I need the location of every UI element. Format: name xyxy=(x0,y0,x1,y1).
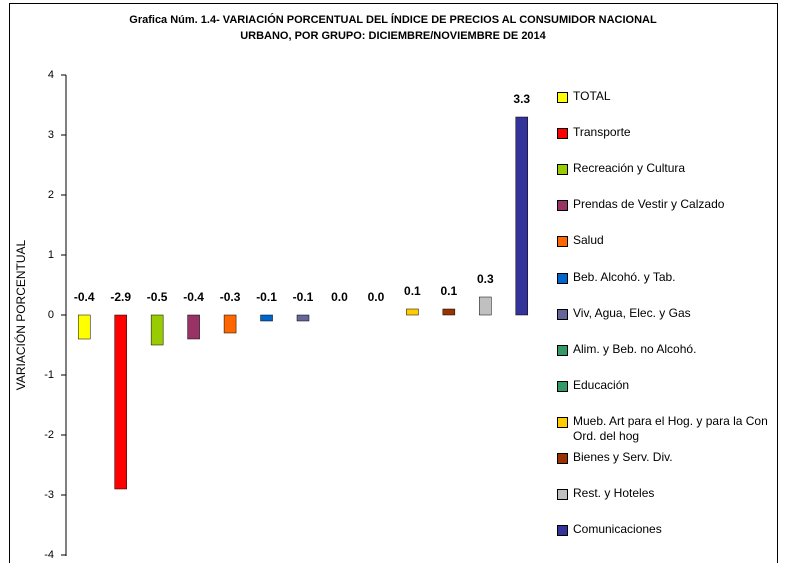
legend-item: Comunicaciones xyxy=(557,522,789,537)
legend-item: Alim. y Beb. no Alcohó. xyxy=(557,342,789,357)
legend-item: Viv, Agua, Elec. y Gas xyxy=(557,306,789,321)
bar xyxy=(114,314,127,490)
value-label: 0.1 xyxy=(441,284,458,298)
legend-swatch xyxy=(557,525,568,537)
y-tick-label: -2 xyxy=(44,429,54,441)
value-label: 0.0 xyxy=(368,290,385,304)
value-label: 3.3 xyxy=(513,92,530,106)
y-axis-label: VARIACIÓN PORCENTUAL xyxy=(13,239,28,390)
legend-item: Bienes y Serv. Div. xyxy=(557,450,789,465)
bar xyxy=(442,308,456,316)
legend-item: Transporte xyxy=(557,125,789,140)
legend-item: Educación xyxy=(557,378,789,393)
legend-item: Beb. Alcohó. y Tab. xyxy=(557,270,789,285)
bar xyxy=(260,314,273,322)
y-tick-label: -3 xyxy=(44,489,54,501)
bar xyxy=(296,314,310,322)
legend-item: Prendas de Vestir y Calzado xyxy=(557,197,789,212)
legend-label: Comunicaciones xyxy=(573,522,662,537)
legend-swatch xyxy=(557,489,568,501)
bar xyxy=(150,314,164,346)
value-label: 0.0 xyxy=(331,290,348,304)
legend-label: Prendas de Vestir y Calzado xyxy=(573,197,725,212)
y-tick-label: -4 xyxy=(44,549,54,561)
value-label: -0.4 xyxy=(74,290,95,304)
y-tick-label: 4 xyxy=(48,69,54,81)
legend-label: Recreación y Cultura xyxy=(573,161,686,176)
legend-swatch xyxy=(557,272,568,284)
legend-label: Educación xyxy=(573,377,630,392)
y-tick-label: 2 xyxy=(48,189,54,201)
legend-label: Viv, Agua, Elec. y Gas xyxy=(573,305,691,320)
bar xyxy=(77,314,91,340)
legend-label: Transporte xyxy=(573,125,631,140)
value-label: -0.5 xyxy=(147,290,168,304)
chart-border xyxy=(9,3,778,563)
bar xyxy=(479,296,492,316)
legend-item: Recreación y Cultura xyxy=(557,161,789,176)
value-label: -2.9 xyxy=(110,290,131,304)
value-label: -0.4 xyxy=(183,290,204,304)
bar xyxy=(223,314,237,334)
legend-swatch xyxy=(557,308,568,320)
legend-swatch xyxy=(557,92,568,103)
y-tick-label: 1 xyxy=(48,249,54,261)
legend-swatch xyxy=(557,128,568,140)
y-tick-label: 3 xyxy=(48,129,54,141)
legend-swatch xyxy=(557,236,568,248)
chart-title: Grafica Núm. 1.4- VARIACIÓN PORCENTUAL D… xyxy=(129,13,657,26)
bar xyxy=(406,308,419,316)
legend-swatch xyxy=(557,164,568,176)
legend-swatch xyxy=(557,344,568,356)
legend-swatch xyxy=(557,200,568,212)
legend-label: Alim. y Beb. no Alcohó. xyxy=(573,341,697,356)
legend-swatch xyxy=(557,416,568,428)
legend-label: Rest. y Hoteles xyxy=(573,486,655,501)
legend-label: Bienes y Serv. Div. xyxy=(573,450,673,464)
value-label: -0.1 xyxy=(293,290,314,304)
y-tick-label: -1 xyxy=(44,369,54,381)
legend-item: Mueb. Art para el Hog. y para la Con Ord… xyxy=(557,414,789,444)
y-tick-label: 0 xyxy=(48,309,54,321)
legend-label: TOTAL xyxy=(573,89,611,103)
value-label: -0.3 xyxy=(220,290,241,304)
legend-item: TOTAL xyxy=(557,89,789,104)
value-label: -0.1 xyxy=(256,290,277,304)
legend-label: Mueb. Art para el Hog. y para la Con Ord… xyxy=(573,413,768,443)
legend-label: Beb. Alcohó. y Tab. xyxy=(573,269,676,284)
legend-swatch xyxy=(557,380,568,392)
chart-title: URBANO, POR GRUPO: DICIEMBRE/NOVIEMBRE D… xyxy=(240,30,546,42)
legend-label: Salud xyxy=(573,233,604,248)
bar xyxy=(187,314,200,340)
value-label: 0.3 xyxy=(477,272,494,286)
legend-item: Salud xyxy=(557,233,789,248)
legend-swatch xyxy=(557,453,568,464)
bar xyxy=(515,116,529,316)
legend-item: Rest. y Hoteles xyxy=(557,486,789,501)
value-label: 0.1 xyxy=(404,284,421,298)
